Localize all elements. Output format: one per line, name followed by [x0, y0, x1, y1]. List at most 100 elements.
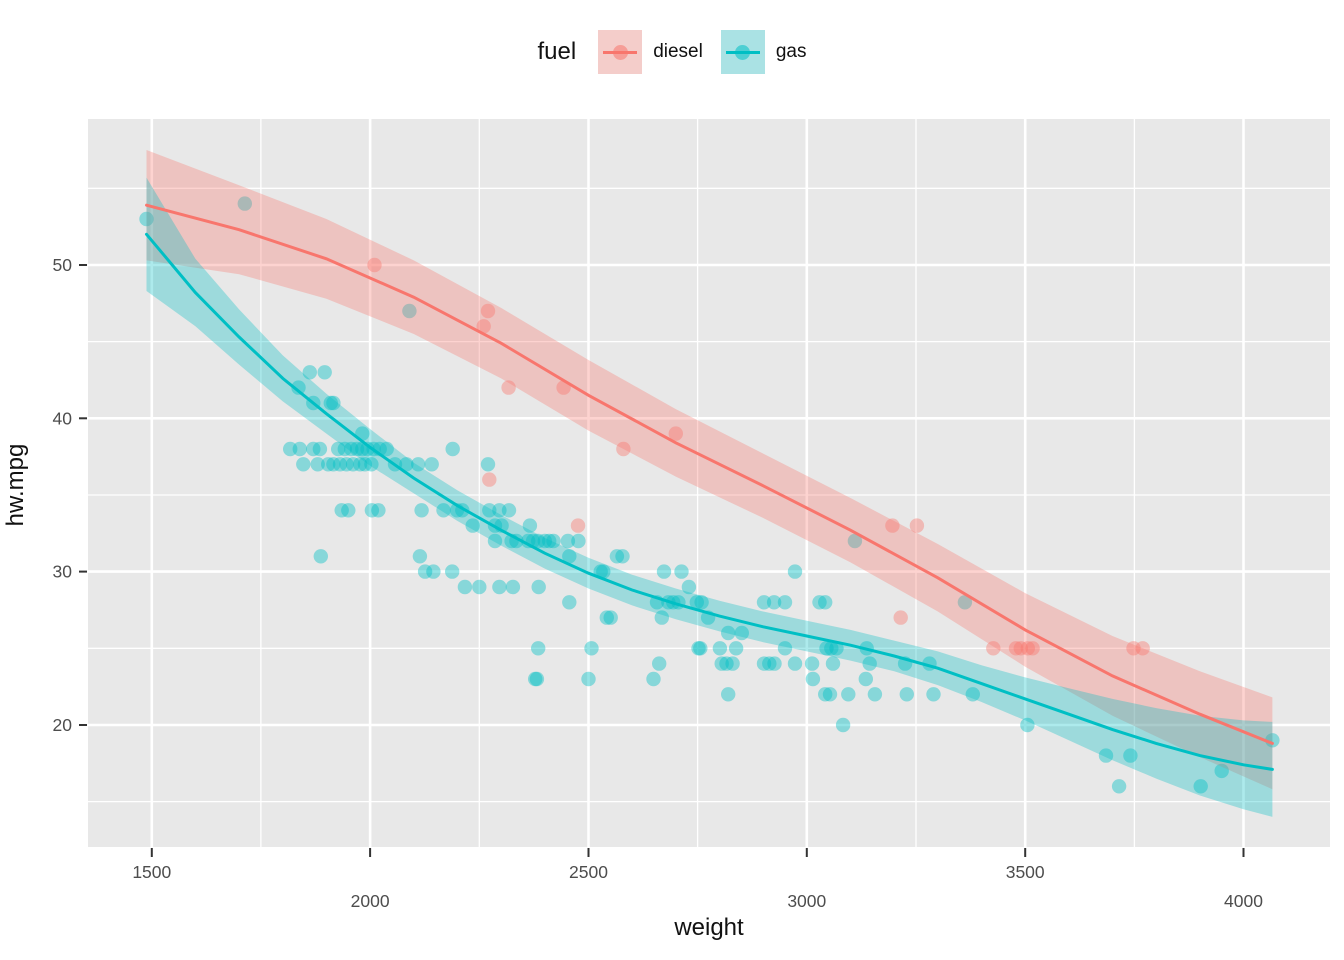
data-point-gas	[646, 671, 661, 687]
data-point-gas	[321, 457, 336, 472]
x-tick-label: 1500	[132, 862, 171, 882]
x-tick-label: 2000	[351, 891, 390, 911]
data-point-gas	[712, 641, 728, 656]
data-point-diesel	[986, 641, 1001, 656]
data-point-gas	[899, 687, 914, 702]
smooth-line-gas	[145, 232, 1274, 771]
data-point-gas	[756, 595, 772, 610]
legend-entry-gas: gas	[720, 30, 807, 74]
data-point-gas	[426, 564, 441, 579]
data-point-gas	[818, 595, 833, 610]
data-point-gas	[693, 641, 708, 656]
data-point-gas	[584, 641, 599, 656]
data-point-gas	[689, 595, 704, 610]
data-point-gas	[1020, 717, 1035, 733]
y-axis-title: hw.mpg	[2, 443, 29, 527]
data-point-gas	[487, 533, 503, 549]
data-point-gas	[1193, 779, 1208, 794]
data-point-gas	[480, 457, 496, 472]
data-point-gas	[1098, 748, 1114, 763]
data-point-diesel	[1025, 641, 1040, 656]
data-point-gas	[371, 503, 386, 518]
data-point-diesel	[1126, 641, 1141, 656]
data-point-gas	[777, 641, 793, 656]
x-tick-label: 3500	[1006, 862, 1045, 882]
data-point-gas	[603, 610, 618, 625]
data-point-diesel	[367, 257, 382, 273]
data-point-gas	[805, 671, 821, 687]
data-point-gas	[528, 671, 543, 687]
data-point-gas	[341, 503, 356, 518]
data-point-gas	[472, 579, 487, 595]
data-point-gas	[562, 595, 577, 610]
legend-title: fuel	[537, 38, 577, 65]
x-tick-label: 4000	[1224, 891, 1263, 911]
data-point-gas	[313, 549, 328, 564]
data-point-gas	[835, 717, 851, 733]
data-point-gas	[345, 457, 361, 472]
y-tick-label: 40	[53, 408, 73, 428]
data-point-gas	[332, 457, 348, 472]
data-point-gas	[819, 641, 834, 656]
data-point-gas	[824, 641, 839, 656]
data-point-gas	[721, 625, 736, 641]
y-tick-label: 20	[53, 715, 73, 735]
data-point-gas	[681, 579, 697, 595]
data-point-diesel	[482, 472, 497, 487]
data-point-gas	[364, 503, 380, 518]
data-point-diesel	[1008, 641, 1024, 656]
data-point-gas	[292, 441, 307, 457]
data-point-diesel	[570, 518, 586, 533]
data-point-gas	[841, 687, 856, 702]
y-tick-label: 50	[53, 255, 73, 275]
data-point-gas	[501, 503, 517, 518]
smooth-line-diesel	[145, 203, 1274, 745]
data-point-gas	[326, 395, 341, 411]
data-point-gas	[847, 533, 863, 549]
data-point-gas	[457, 579, 473, 595]
data-point-gas	[283, 441, 298, 457]
data-point-gas	[560, 533, 576, 549]
legend-label-gas: gas	[775, 41, 807, 62]
data-point-gas	[818, 687, 833, 702]
data-point-diesel	[885, 518, 900, 533]
x-tick-label: 2500	[569, 862, 608, 882]
data-point-gas	[139, 211, 154, 227]
data-point-gas	[326, 457, 341, 472]
data-point-gas	[537, 533, 552, 549]
data-point-gas	[317, 365, 332, 380]
data-point-gas	[529, 671, 545, 687]
legend-key-point-icon	[612, 44, 628, 60]
y-tick-label: 30	[53, 562, 73, 582]
data-point-gas	[411, 457, 426, 472]
data-point-gas	[521, 533, 536, 549]
data-point-gas	[734, 625, 749, 641]
x-tick-label: 3000	[787, 891, 826, 911]
data-point-gas	[674, 564, 689, 579]
data-point-gas	[531, 579, 546, 595]
data-point-gas	[542, 533, 557, 549]
data-point-gas	[615, 549, 630, 564]
data-point-gas	[656, 564, 672, 579]
data-point-gas	[339, 457, 354, 472]
data-point-gas	[1111, 779, 1127, 794]
data-point-gas	[357, 457, 373, 472]
data-point-diesel	[501, 380, 516, 395]
data-point-gas	[562, 549, 577, 564]
data-point-diesel	[909, 518, 925, 533]
legend-key-gas-icon	[720, 30, 765, 74]
data-point-gas	[331, 441, 346, 457]
data-point-gas	[445, 564, 460, 579]
data-point-gas	[652, 656, 667, 671]
data-point-gas	[609, 549, 625, 564]
data-point-diesel	[480, 303, 496, 319]
data-point-gas	[360, 441, 375, 457]
data-point-gas	[822, 687, 838, 702]
data-point-gas	[862, 656, 877, 671]
data-point-gas	[399, 457, 414, 472]
data-point-gas	[1214, 763, 1229, 779]
data-point-gas	[599, 610, 614, 625]
data-point-gas	[654, 610, 669, 625]
